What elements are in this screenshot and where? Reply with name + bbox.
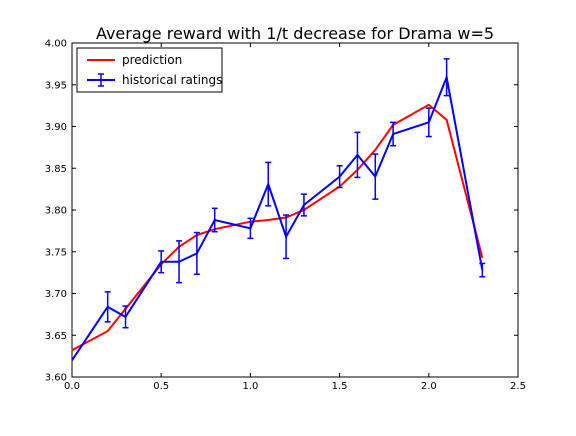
prediction-point: [71, 349, 73, 351]
x-tick-label: 0.5: [153, 381, 169, 392]
historical-ratings-point: [339, 176, 341, 178]
prediction-point: [446, 119, 448, 121]
y-tick-label: 3.70: [45, 289, 67, 300]
historical-ratings-point: [285, 236, 287, 238]
y-tick-label: 3.95: [45, 80, 67, 91]
historical-ratings-point: [249, 227, 251, 229]
historical-ratings-point: [178, 261, 180, 263]
prediction-point: [107, 330, 109, 332]
historical-ratings-point: [267, 183, 269, 185]
prediction-point: [428, 104, 430, 106]
historical-ratings-point: [428, 121, 430, 123]
historical-ratings-point: [303, 204, 305, 206]
historical-ratings-point: [71, 359, 73, 361]
historical-ratings-point: [196, 252, 198, 254]
legend-label-prediction: prediction: [122, 53, 182, 67]
y-tick-label: 3.60: [45, 373, 67, 384]
historical-ratings-point: [107, 306, 109, 308]
y-tick-label: 3.80: [45, 206, 67, 217]
historical-ratings-point: [214, 219, 216, 221]
historical-ratings-point: [356, 154, 358, 156]
x-tick-label: 2.0: [421, 381, 437, 392]
prediction-point: [374, 149, 376, 151]
x-tick-label: 1.0: [242, 381, 258, 392]
y-tick-label: 3.85: [45, 164, 67, 175]
plot-area: 0.0 0.5 1.0 1.5 2.0 2.5 3.60 3.65 3.70 3.75 3.80 3.…: [45, 39, 526, 393]
legend-label-historical-ratings: historical ratings: [122, 73, 222, 87]
prediction-point: [267, 219, 269, 221]
historical-ratings-point: [125, 316, 127, 318]
y-tick-label: 3.75: [45, 247, 67, 258]
x-tick-label: 1.5: [332, 381, 348, 392]
y-tick-label: 3.90: [45, 122, 67, 133]
historical-ratings-line: [71, 73, 484, 361]
historical-ratings-point: [160, 261, 162, 263]
legend: prediction historical ratings: [76, 47, 223, 93]
y-tick-label: 4.00: [45, 39, 67, 50]
historical-ratings-point: [392, 133, 394, 135]
prediction-point: [481, 257, 483, 259]
y-tick-label: 3.65: [45, 331, 67, 342]
chart-title: Average reward with 1/t decrease for Dra…: [96, 24, 494, 43]
historical-ratings-point: [374, 176, 376, 178]
historical-ratings-point: [446, 76, 448, 78]
x-tick-label: 2.5: [510, 381, 526, 392]
x-tick-label: 0.0: [64, 381, 80, 392]
historical-ratings-point: [481, 269, 483, 271]
